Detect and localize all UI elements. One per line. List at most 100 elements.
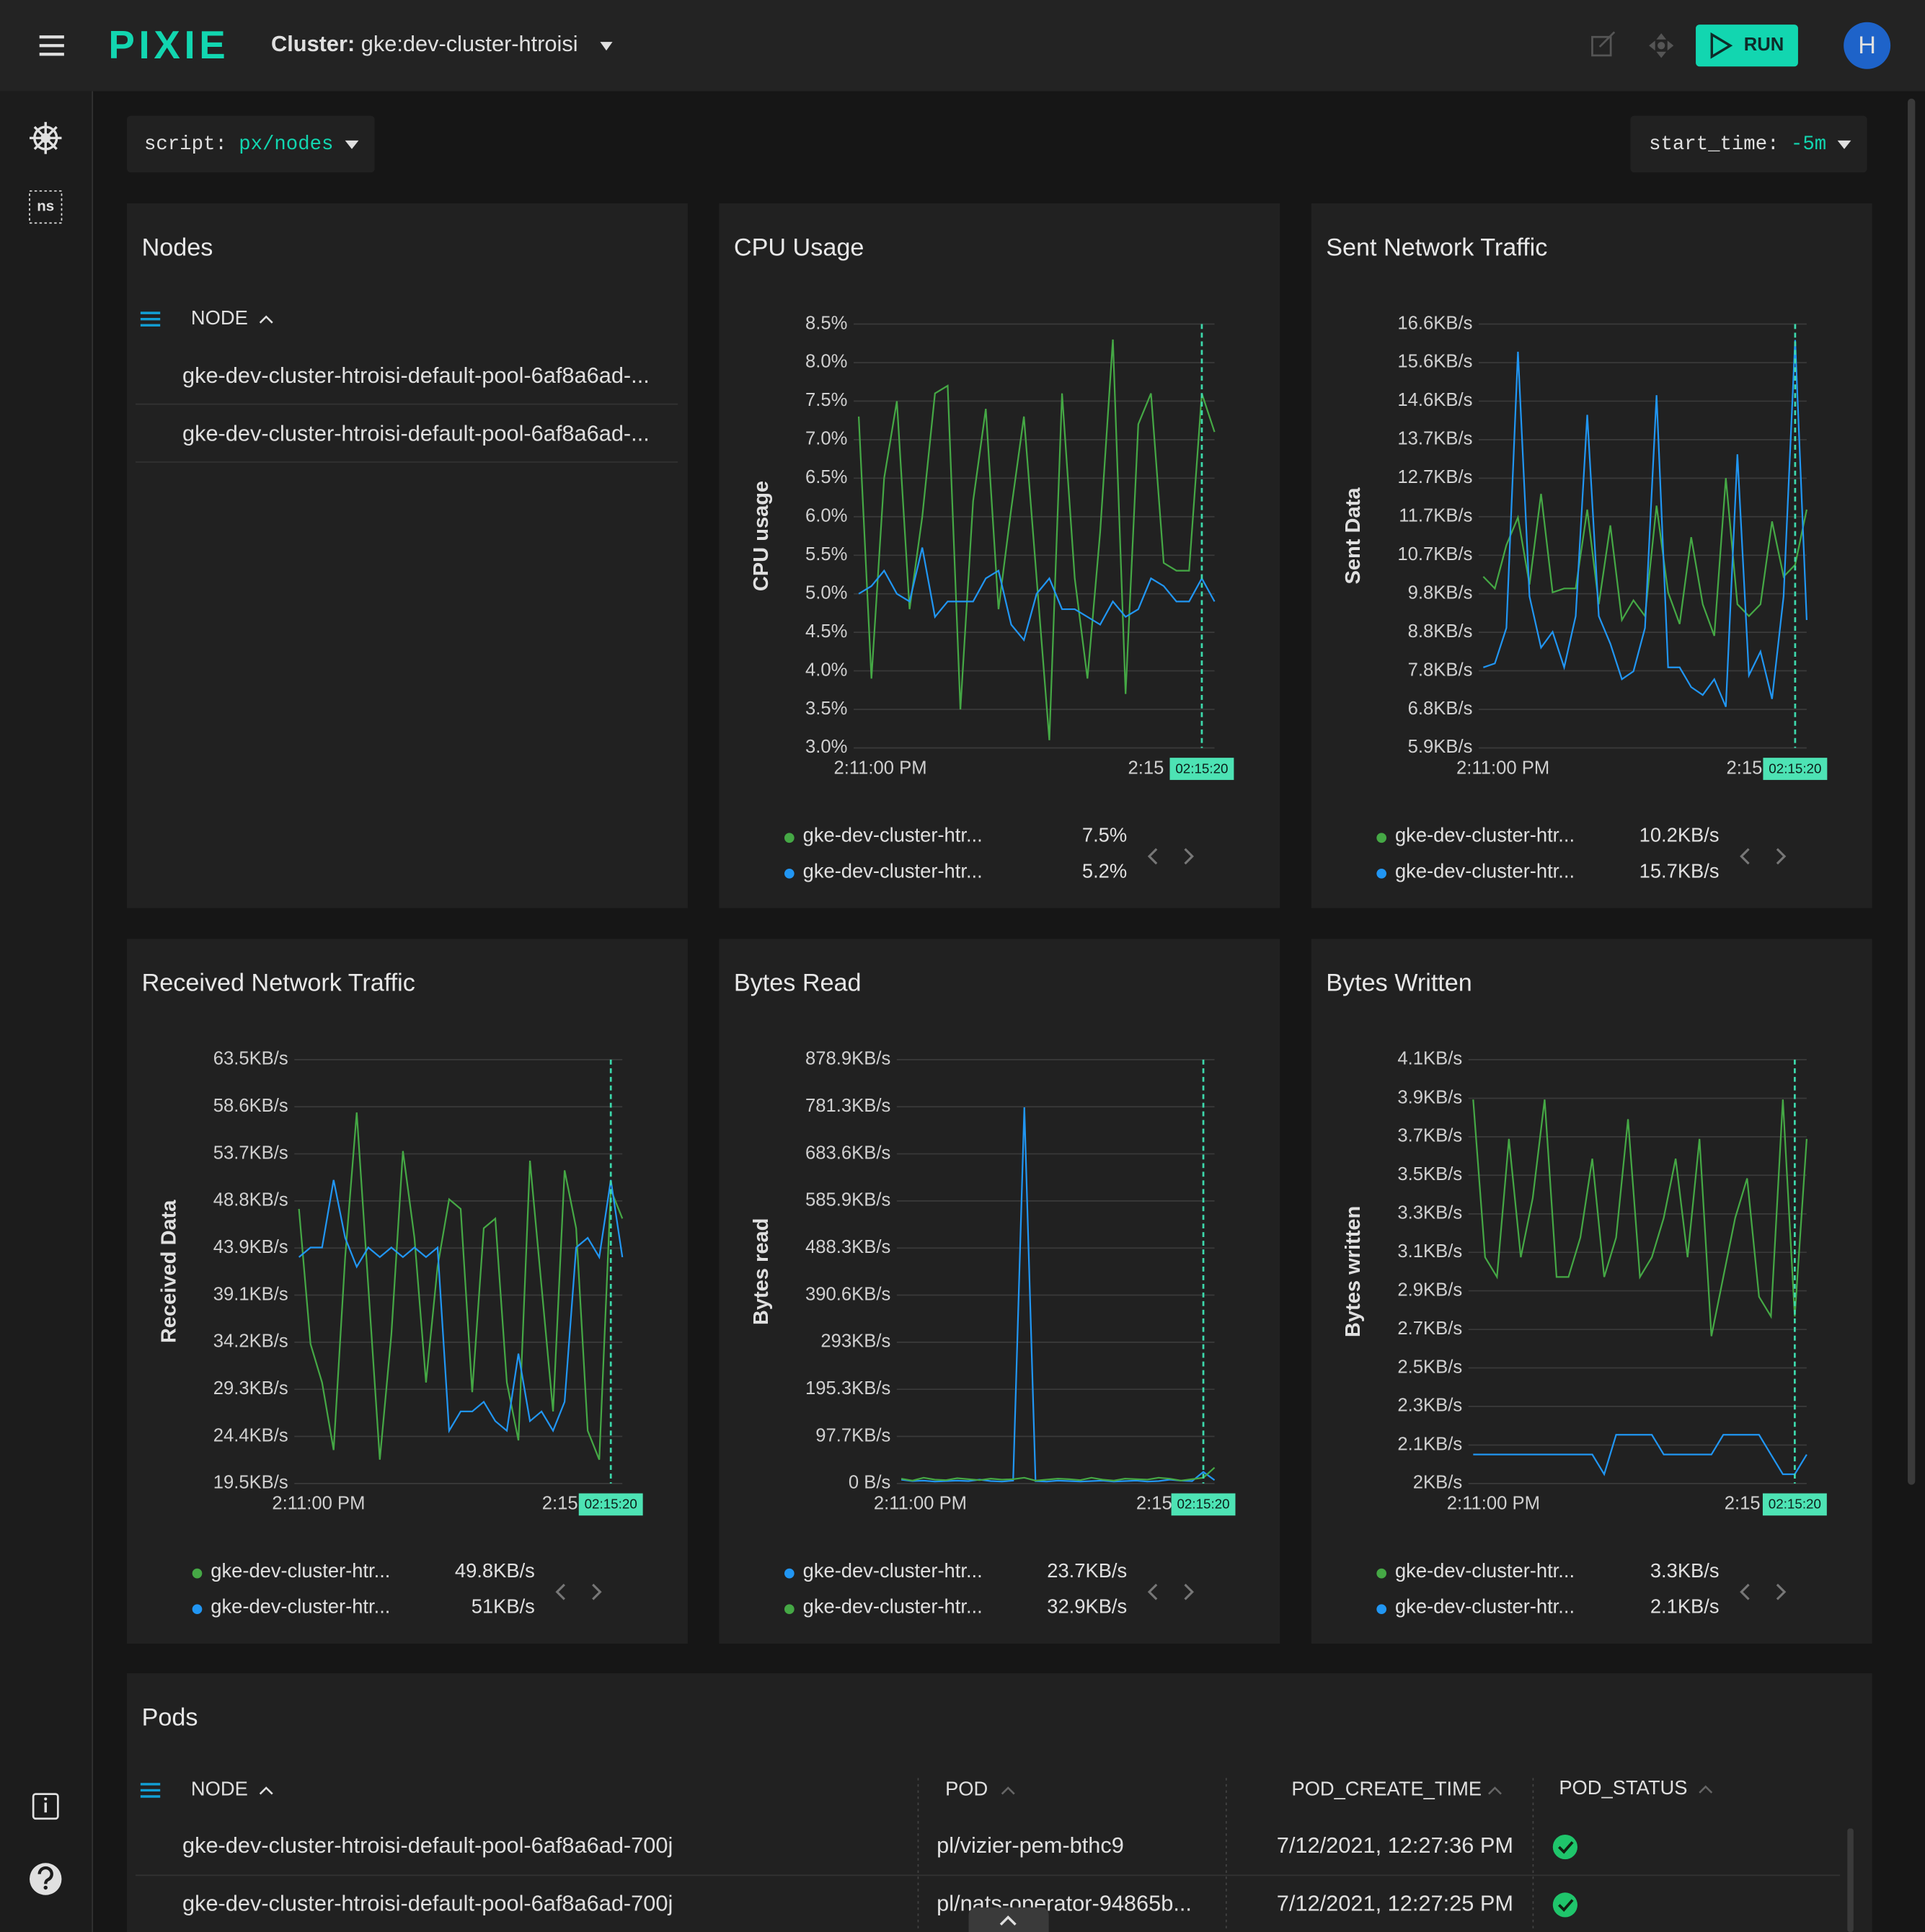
drawer-toggle[interactable]	[968, 1907, 1049, 1932]
legend-prev[interactable]	[555, 1583, 565, 1600]
cluster-selector[interactable]: Cluster: gke:dev-cluster-htroisi	[271, 31, 578, 56]
script-key[interactable]: script: px/nodes	[144, 133, 333, 156]
cluster-nav-icon[interactable]	[30, 122, 62, 154]
share-icon[interactable]	[1591, 31, 1616, 57]
run-icon[interactable]	[1710, 32, 1733, 59]
start-time-value: -5m	[1791, 133, 1826, 156]
cluster-caret[interactable]	[600, 42, 613, 51]
script-selector[interactable]	[127, 115, 375, 173]
chart-title: Bytes Written	[1326, 970, 1472, 997]
y-tick-label: 6.5%	[805, 467, 847, 487]
legend-next[interactable]	[1776, 848, 1787, 865]
avatar-initial[interactable]: H	[1858, 32, 1876, 59]
menu-button[interactable]	[39, 35, 64, 56]
run-button[interactable]: RUN	[1696, 25, 1798, 67]
script-caret[interactable]	[345, 140, 359, 149]
run-label[interactable]: RUN	[1744, 35, 1784, 55]
y-tick-label: 8.0%	[805, 352, 847, 372]
time-cursor-badge	[1171, 1493, 1236, 1516]
y-tick-label: 10.7KB/s	[1397, 544, 1472, 564]
legend-prev[interactable]	[1740, 1583, 1750, 1600]
y-axis-title: Received Data	[158, 1200, 181, 1343]
legend-prev[interactable]	[1147, 1583, 1158, 1600]
y-tick-label: 8.5%	[805, 313, 847, 333]
scrollbar[interactable]	[1908, 98, 1916, 1485]
column-header[interactable]: POD_CREATE_TIME	[1291, 1778, 1482, 1800]
y-tick-label: 19.5KB/s	[213, 1473, 288, 1493]
y-tick-label: 12.7KB/s	[1397, 467, 1472, 487]
table-cell[interactable]: 7/12/2021, 12:27:25 PM	[1277, 1891, 1513, 1916]
column-header[interactable]: POD_STATUS	[1559, 1776, 1687, 1799]
y-tick-label: 2.1KB/s	[1397, 1434, 1462, 1454]
y-tick-label: 5.9KB/s	[1408, 737, 1473, 757]
start-time[interactable]: start_time: -5m	[1649, 133, 1826, 156]
y-tick-label: 878.9KB/s	[805, 1049, 890, 1069]
time-cursor-label: 02:15:20	[1769, 761, 1821, 776]
sort-icon[interactable]	[1699, 1785, 1713, 1794]
chart-title: Sent Network Traffic	[1326, 234, 1547, 261]
legend-next[interactable]	[592, 1583, 602, 1600]
y-tick-label: 488.3KB/s	[805, 1237, 890, 1257]
help-button[interactable]	[30, 1863, 62, 1895]
y-tick-label: 6.8KB/s	[1408, 699, 1473, 719]
table-scrollbar[interactable]	[1847, 1828, 1854, 1932]
column-header[interactable]: NODE	[191, 306, 248, 329]
legend-value: 10.2KB/s	[1639, 824, 1720, 846]
cluster-name: gke:dev-cluster-htroisi	[361, 31, 578, 56]
y-tick-label: 39.1KB/s	[213, 1284, 288, 1304]
table-cell[interactable]: gke-dev-cluster-htroisi-default-pool-6af…	[182, 420, 650, 446]
column-header[interactable]: POD	[945, 1778, 988, 1800]
namespace-nav-icon[interactable]	[29, 190, 63, 224]
legend-prev[interactable]	[1740, 848, 1750, 865]
y-tick-label: 29.3KB/s	[213, 1378, 288, 1399]
legend-next[interactable]	[1184, 1583, 1194, 1600]
y-tick-label: 63.5KB/s	[213, 1049, 288, 1069]
column-header[interactable]: NODE	[191, 1778, 248, 1800]
y-tick-label: 2.7KB/s	[1397, 1319, 1462, 1339]
y-tick-label: 3.7KB/s	[1397, 1126, 1462, 1146]
legend-swatch	[784, 1568, 795, 1579]
y-tick-label: 13.7KB/s	[1397, 429, 1472, 449]
sort-icon[interactable]	[259, 315, 273, 324]
series-line	[858, 547, 1216, 642]
run-button-bg[interactable]	[1696, 25, 1798, 67]
table-cell[interactable]: 7/12/2021, 12:27:36 PM	[1277, 1833, 1513, 1858]
series-line	[1482, 340, 1808, 707]
logo[interactable]: PIXIE	[108, 22, 225, 67]
sort-icon[interactable]	[1001, 1786, 1015, 1795]
chart-panel	[719, 939, 1280, 1644]
table-cell[interactable]: gke-dev-cluster-htroisi-default-pool-6af…	[182, 1833, 673, 1858]
legend-name: gke-dev-cluster-htr...	[211, 1595, 390, 1618]
y-axis-title: Bytes written	[1342, 1206, 1365, 1337]
table-cell[interactable]: gke-dev-cluster-htroisi-default-pool-6af…	[182, 1891, 673, 1916]
avatar[interactable]	[1844, 22, 1891, 69]
time-cursor-badge	[578, 1493, 643, 1516]
x-tick-label: 2:11:00 PM	[874, 1494, 967, 1514]
column-menu-icon[interactable]	[140, 311, 161, 327]
table-cell[interactable]: pl/vizier-pem-bthc9	[937, 1833, 1124, 1858]
panel-title: Nodes	[142, 234, 213, 261]
info-button[interactable]	[32, 1793, 59, 1820]
y-axis-title: Bytes read	[750, 1218, 773, 1326]
start-time-selector[interactable]	[1630, 115, 1867, 173]
legend-name: gke-dev-cluster-htr...	[803, 859, 983, 882]
start-time-caret[interactable]	[1837, 140, 1851, 149]
legend-next[interactable]	[1184, 848, 1194, 865]
column-menu-icon[interactable]	[140, 1783, 161, 1798]
y-tick-label: 3.9KB/s	[1397, 1087, 1462, 1107]
table-cell[interactable]: gke-dev-cluster-htroisi-default-pool-6af…	[182, 363, 650, 388]
legend-next[interactable]	[1776, 1583, 1787, 1600]
legend-name: gke-dev-cluster-htr...	[1395, 1559, 1575, 1582]
namespace-nav-label[interactable]: ns	[37, 198, 54, 215]
y-tick-label: 11.7KB/s	[1399, 506, 1472, 526]
x-tick-label: 2:15	[542, 1494, 578, 1514]
sort-icon[interactable]	[1487, 1786, 1502, 1795]
legend-prev[interactable]	[1147, 848, 1158, 865]
y-tick-label: 5.5%	[805, 544, 847, 564]
move-icon[interactable]	[1649, 33, 1674, 58]
sort-icon[interactable]	[259, 1786, 273, 1795]
script-value: px/nodes	[239, 133, 333, 156]
y-tick-label: 3.5%	[805, 699, 847, 719]
